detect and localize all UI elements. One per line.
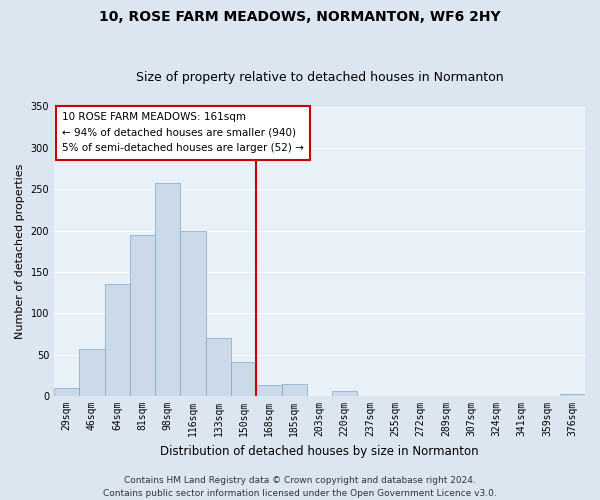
Bar <box>54 388 79 396</box>
Bar <box>256 386 281 396</box>
Bar <box>155 182 181 396</box>
Bar <box>130 234 155 396</box>
Text: 10, ROSE FARM MEADOWS, NORMANTON, WF6 2HY: 10, ROSE FARM MEADOWS, NORMANTON, WF6 2H… <box>99 10 501 24</box>
X-axis label: Distribution of detached houses by size in Normanton: Distribution of detached houses by size … <box>160 444 479 458</box>
Bar <box>231 362 256 396</box>
Text: Contains HM Land Registry data © Crown copyright and database right 2024.
Contai: Contains HM Land Registry data © Crown c… <box>103 476 497 498</box>
Bar <box>206 338 231 396</box>
Title: Size of property relative to detached houses in Normanton: Size of property relative to detached ho… <box>136 72 503 85</box>
Bar <box>560 394 585 396</box>
Bar <box>281 384 307 396</box>
Bar <box>181 230 206 396</box>
Bar <box>79 349 104 396</box>
Y-axis label: Number of detached properties: Number of detached properties <box>15 164 25 339</box>
Text: 10 ROSE FARM MEADOWS: 161sqm
← 94% of detached houses are smaller (940)
5% of se: 10 ROSE FARM MEADOWS: 161sqm ← 94% of de… <box>62 112 304 154</box>
Bar <box>332 391 358 396</box>
Bar <box>104 284 130 396</box>
